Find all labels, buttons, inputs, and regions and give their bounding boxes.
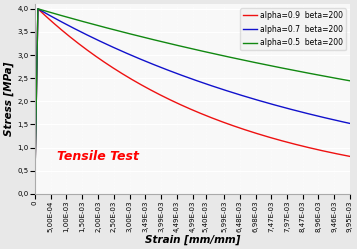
alpha=0.7  beta=200 [88,35,92,38]
alpha=0.9  beta=200 [161,95,165,98]
alpha=0.5  beta=200 [32,192,37,195]
alpha=0.7  beta=200 [161,67,165,70]
alpha=0.9  beta=200 [348,155,352,158]
alpha=0.5  beta=200 [161,41,165,44]
Y-axis label: Stress [MPa]: Stress [MPa] [4,62,14,136]
alpha=0.9  beta=200 [303,145,307,148]
alpha=0.5  beta=200 [304,71,308,74]
alpha=0.9  beta=200 [32,192,37,195]
alpha=0.9  beta=200 [88,51,92,54]
alpha=0.9  beta=200 [36,8,41,11]
alpha=0.5  beta=200 [303,71,307,74]
alpha=0.7  beta=200 [36,7,40,10]
Text: Tensile Test: Tensile Test [57,150,139,163]
alpha=0.9  beta=200 [154,91,158,94]
alpha=0.5  beta=200 [36,7,41,10]
alpha=0.5  beta=200 [36,7,40,10]
Legend: alpha=0.9  beta=200, alpha=0.7  beta=200, alpha=0.5  beta=200: alpha=0.9 beta=200, alpha=0.7 beta=200, … [240,8,346,50]
alpha=0.9  beta=200 [36,7,40,10]
alpha=0.7  beta=200 [348,122,352,125]
Line: alpha=0.9  beta=200: alpha=0.9 beta=200 [35,9,350,194]
X-axis label: Strain [mm/mm]: Strain [mm/mm] [145,235,240,245]
alpha=0.7  beta=200 [303,112,307,115]
alpha=0.5  beta=200 [88,22,92,25]
Line: alpha=0.7  beta=200: alpha=0.7 beta=200 [35,9,350,194]
Line: alpha=0.5  beta=200: alpha=0.5 beta=200 [35,9,350,194]
alpha=0.5  beta=200 [348,79,352,82]
alpha=0.7  beta=200 [304,112,308,115]
alpha=0.5  beta=200 [154,39,158,42]
alpha=0.9  beta=200 [304,145,308,148]
alpha=0.7  beta=200 [154,64,158,67]
alpha=0.7  beta=200 [32,192,37,195]
alpha=0.7  beta=200 [36,8,41,11]
